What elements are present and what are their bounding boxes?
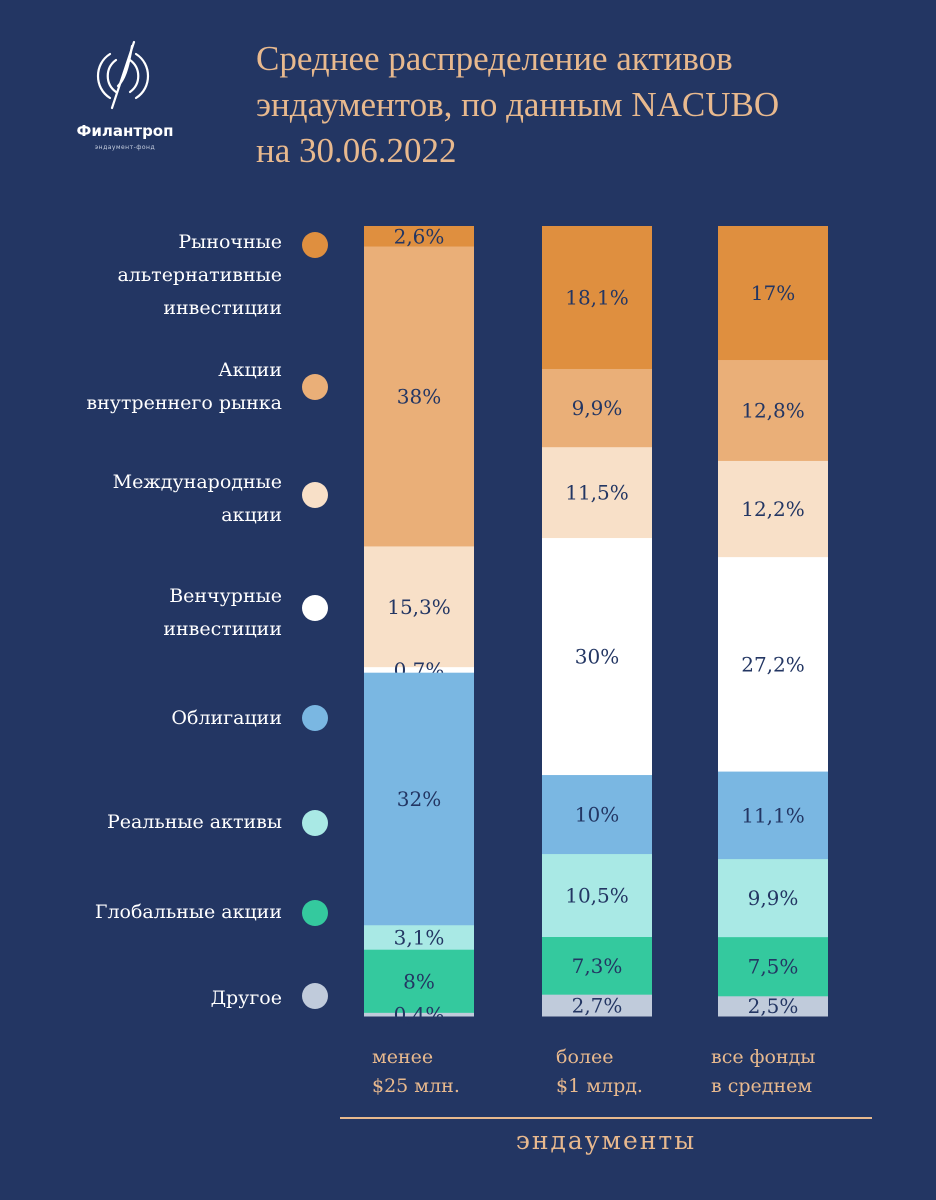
legend-swatch-3 [302,482,328,508]
bar-segment-3-8 [718,996,828,1017]
data-label-2-1: 18,1% [565,285,629,309]
data-label-1-2: 38% [397,384,441,408]
data-label-3-2: 12,8% [741,398,805,422]
legend-label-8: Другое [210,987,282,1009]
bar-segment-1-6 [364,925,474,951]
bar-segment-2-1 [542,226,652,370]
logo-subtitle: эндаумент-фонд [94,144,156,151]
bar-segment-1-1 [364,226,474,248]
bar-segment-3-6 [718,859,828,938]
data-label-1-3: 15,3% [387,595,451,619]
data-label-1-1: 2,6% [394,224,445,248]
legend-label-3: Международные акции [112,471,282,526]
bar-segment-1-3 [364,546,474,668]
title-line-3: на 30.06.2022 [256,131,457,170]
bar-segment-3-2 [718,360,828,462]
bar-segment-1-4 [364,667,474,674]
bar-segment-2-7 [542,937,652,996]
legend-swatch-4 [302,595,328,621]
data-label-3-6: 9,9% [748,886,799,910]
data-label-1-8: 0,4% [394,1002,445,1026]
data-label-2-7: 7,3% [572,954,623,978]
bar-segment-3-5 [718,771,828,860]
data-label-2-3: 11,5% [565,481,629,505]
bar-segment-3-3 [718,460,828,558]
legend-label-6: Реальные активы [106,811,282,833]
legend-label-1: Рыночные альтернативные инвестиции [117,231,282,319]
page-title: Среднее распределение активов эндаументо… [256,36,916,174]
bar-segment-3-1 [718,226,828,361]
legend-label-7: Глобальные акции [94,901,282,923]
x-axis-line [340,1117,872,1119]
data-label-2-5: 10% [575,803,619,827]
data-label-1-7: 8% [403,969,435,993]
title-line-1: Среднее распределение активов [256,39,733,78]
bar-segment-3-4 [718,557,828,773]
legend-swatch-5 [302,705,328,731]
bar-segment-2-6 [542,854,652,938]
data-label-1-5: 32% [397,787,441,811]
data-label-3-1: 17% [751,281,795,305]
bar-segment-1-2 [364,246,474,547]
bar-segment-2-8 [542,994,652,1017]
data-label-1-6: 3,1% [394,925,445,949]
legend-label-4: Венчурные инвестиции [163,585,282,640]
bar-segment-2-5 [542,775,652,855]
logo-name: Филантроп [76,122,174,140]
data-label-2-6: 10,5% [565,884,629,908]
data-label-2-8: 2,7% [572,993,623,1017]
legend-swatch-7 [302,900,328,926]
category-label-2: более $1 млрд. [556,1046,643,1097]
legend-swatch-1 [302,232,328,258]
x-axis-title: эндаументы [515,1126,697,1155]
bar-segment-2-3 [542,447,652,539]
data-label-2-2: 9,9% [572,396,623,420]
legend-label-2: Акции внутреннего рынка [86,359,282,414]
data-label-3-8: 2,5% [748,994,799,1018]
bar-segment-2-2 [542,368,652,448]
title-line-2: эндаументов, по данным NACUBO [256,85,780,124]
bar-segment-1-8 [364,1012,474,1017]
data-label-2-4: 30% [575,645,619,669]
category-label-1: менее $25 млн. [372,1046,460,1097]
legend-swatch-6 [302,810,328,836]
legend-swatch-2 [302,374,328,400]
bar-segment-2-4 [542,538,652,776]
bar-segment-1-7 [364,949,474,1014]
data-label-3-7: 7,5% [748,955,799,979]
bar-segment-3-7 [718,937,828,997]
data-label-3-5: 11,1% [741,803,805,827]
data-label-3-3: 12,2% [741,497,805,521]
logo: Филантроп эндаумент-фонд [60,40,180,160]
legend-label-5: Облигации [171,707,282,729]
legend-swatch-8 [302,983,328,1009]
category-label-3: все фонды в среднем [711,1046,816,1097]
data-label-3-4: 27,2% [741,652,805,676]
logo-mark-icon [96,40,150,110]
bar-segment-1-5 [364,672,474,926]
